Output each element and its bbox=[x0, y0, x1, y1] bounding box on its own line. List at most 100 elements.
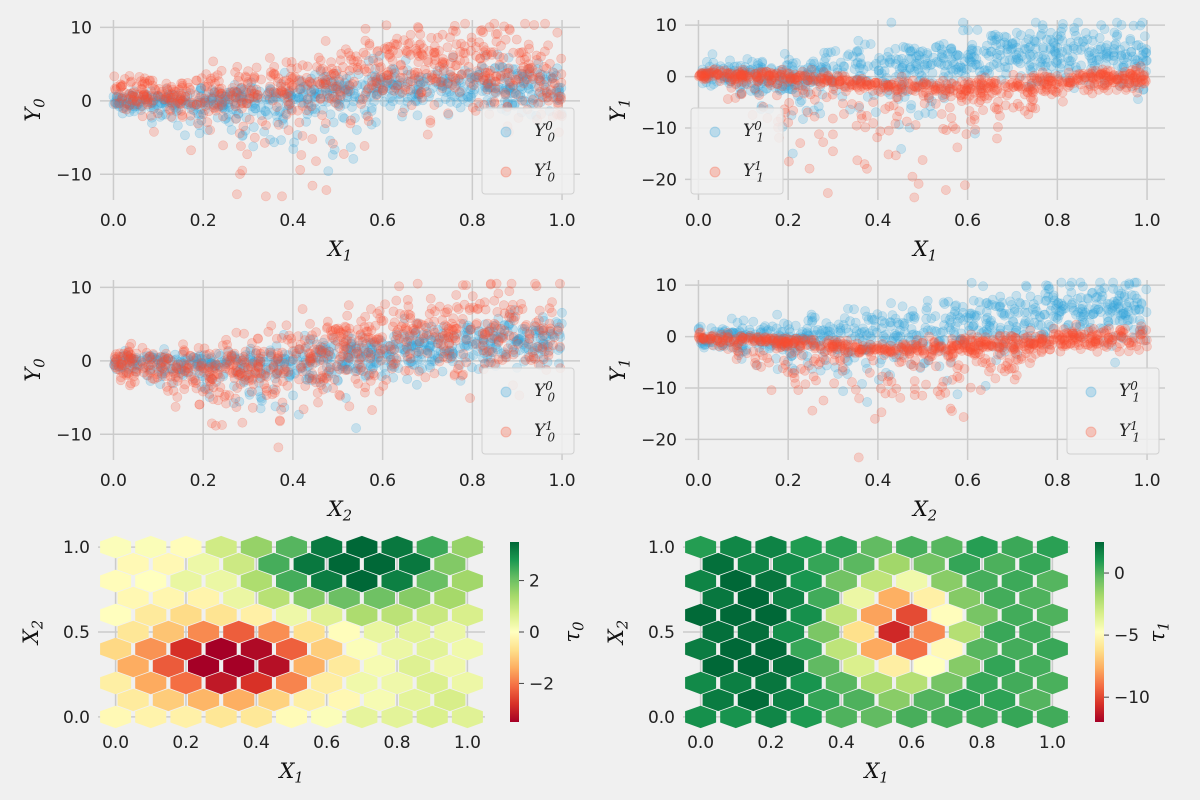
scatter-point bbox=[505, 77, 514, 86]
scatter-point bbox=[235, 129, 244, 138]
scatter-point bbox=[316, 94, 325, 103]
scatter-point bbox=[336, 90, 345, 99]
scatter-point bbox=[527, 72, 536, 81]
scatter-point bbox=[1103, 78, 1112, 87]
scatter-point bbox=[922, 306, 931, 315]
x-tick-label: 0.0 bbox=[685, 211, 712, 231]
scatter-point bbox=[150, 374, 159, 383]
scatter-point bbox=[517, 299, 526, 308]
scatter-point bbox=[466, 78, 475, 87]
scatter-point bbox=[283, 97, 292, 106]
scatter-point bbox=[1101, 43, 1110, 52]
scatter-point bbox=[138, 112, 147, 121]
scatter-point bbox=[972, 61, 981, 70]
scatter-point bbox=[327, 94, 336, 103]
x-tick-label: 0.0 bbox=[100, 471, 127, 491]
scatter-point bbox=[931, 43, 940, 52]
x-tick-label: 1.0 bbox=[549, 471, 576, 491]
scatter-point bbox=[968, 46, 977, 55]
legend-marker bbox=[710, 167, 720, 177]
scatter-point bbox=[483, 85, 492, 94]
scatter-point bbox=[532, 282, 541, 291]
scatter-point bbox=[908, 76, 917, 85]
scatter-point bbox=[471, 106, 480, 115]
scatter-point bbox=[334, 101, 343, 110]
scatter-point bbox=[855, 101, 864, 110]
scatter-point bbox=[233, 383, 242, 392]
scatter-point bbox=[299, 405, 308, 414]
scatter-point bbox=[416, 88, 425, 97]
scatter-point bbox=[393, 331, 402, 340]
scatter-point bbox=[451, 334, 460, 343]
scatter-point bbox=[956, 85, 965, 94]
scatter-point bbox=[360, 322, 369, 331]
scatter-point bbox=[921, 323, 930, 332]
scatter-point bbox=[208, 375, 217, 384]
scatter-point bbox=[193, 119, 202, 128]
scatter-point bbox=[353, 379, 362, 388]
scatter-point bbox=[860, 40, 869, 49]
scatter-point bbox=[243, 67, 252, 76]
scatter-point bbox=[346, 143, 355, 152]
scatter-point bbox=[404, 366, 413, 375]
scatter-point bbox=[966, 78, 975, 87]
scatter-point bbox=[475, 299, 484, 308]
scatter-point bbox=[1117, 20, 1126, 29]
scatter-point bbox=[983, 313, 992, 322]
scatter-point bbox=[165, 104, 174, 113]
scatter-point bbox=[345, 81, 354, 90]
scatter-point bbox=[1078, 282, 1087, 291]
scatter-point bbox=[321, 119, 330, 128]
scatter-point bbox=[1020, 106, 1029, 115]
scatter-point bbox=[1070, 23, 1079, 32]
scatter-point bbox=[505, 287, 514, 296]
scatter-point bbox=[345, 324, 354, 333]
scatter-point bbox=[279, 368, 288, 377]
scatter-point bbox=[314, 53, 323, 62]
scatter-point bbox=[1016, 299, 1025, 308]
y-tick-label: 10 bbox=[70, 278, 92, 298]
legend: Y0 0Y1 0 bbox=[482, 368, 574, 454]
scatter-point bbox=[394, 282, 403, 291]
scatter-point bbox=[298, 101, 307, 110]
x-tick-label: 0.6 bbox=[369, 471, 396, 491]
scatter-point bbox=[422, 69, 431, 78]
scatter-point bbox=[376, 356, 385, 365]
scatter-point bbox=[520, 19, 529, 28]
scatter-point bbox=[200, 82, 209, 91]
scatter-point bbox=[1131, 70, 1140, 79]
scatter-point bbox=[945, 103, 954, 112]
scatter-point bbox=[796, 138, 805, 147]
scatter-point bbox=[973, 25, 982, 34]
scatter-point bbox=[376, 345, 385, 354]
x-tick-label: 0.8 bbox=[1044, 471, 1071, 491]
scatter-point bbox=[124, 355, 133, 364]
scatter-point bbox=[1002, 33, 1011, 42]
scatter-point bbox=[474, 98, 483, 107]
scatter-point bbox=[520, 55, 529, 64]
scatter-point bbox=[192, 76, 201, 85]
scatter-point bbox=[898, 302, 907, 311]
scatter-point bbox=[498, 355, 507, 364]
x-tick-label: 0.4 bbox=[279, 471, 306, 491]
scatter-point bbox=[276, 136, 285, 145]
scatter-point bbox=[450, 83, 459, 92]
scatter-point bbox=[989, 321, 998, 330]
scatter-point bbox=[212, 349, 221, 358]
scatter-point bbox=[908, 172, 917, 181]
scatter-point bbox=[913, 59, 922, 68]
x-tick-label: 0.0 bbox=[685, 471, 712, 491]
scatter-point bbox=[490, 97, 499, 106]
scatter-point bbox=[1075, 304, 1084, 313]
scatter-point bbox=[210, 79, 219, 88]
scatter-point bbox=[1087, 54, 1096, 63]
scatter-point bbox=[238, 166, 247, 175]
scatter-point bbox=[1140, 32, 1149, 41]
y-tick-label: 10 bbox=[70, 18, 92, 38]
scatter-point bbox=[462, 358, 471, 367]
scatter-point bbox=[504, 68, 513, 77]
scatter-point bbox=[323, 317, 332, 326]
scatter-point bbox=[421, 373, 430, 382]
x-tick-label: 0.4 bbox=[279, 211, 306, 231]
scatter-point bbox=[262, 372, 271, 381]
